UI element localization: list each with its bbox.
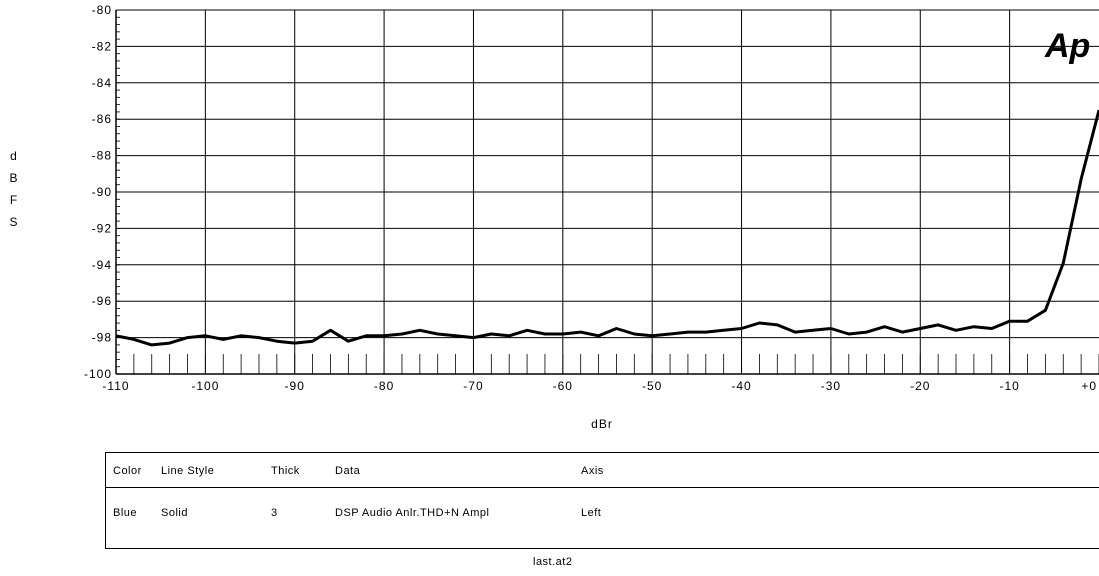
legend-entry-thick: 3 — [271, 507, 278, 519]
legend-separator — [106, 487, 1099, 488]
y-tick-label: -88 — [92, 149, 112, 163]
y-tick-label: -80 — [92, 3, 112, 17]
y-tick-label: -82 — [92, 39, 112, 53]
legend-header-data: Data — [335, 465, 360, 477]
legend-header-row: Color Line Style Thick Data Axis — [106, 461, 1099, 481]
y-axis-title-letter: d — [10, 149, 18, 163]
y-axis-title-letter: F — [10, 193, 18, 207]
x-tick-label: -50 — [642, 379, 662, 393]
y-tick-label: -84 — [92, 76, 112, 90]
series-line-0 — [116, 110, 1099, 345]
x-tick-label: -30 — [821, 379, 841, 393]
legend-header-color: Color — [113, 465, 142, 477]
grid-lines — [116, 10, 1099, 374]
legend-header-thick: Thick — [271, 465, 300, 477]
x-axis-ticks: -110 -100 -90 -80 -70 -60 -50 -40 -30 -20 -10 +0 — [102, 379, 1097, 393]
legend-header-axis: Axis — [581, 465, 604, 477]
legend-entry-line-style: Solid — [161, 507, 188, 519]
x-tick-label: -90 — [285, 379, 305, 393]
series-lines — [116, 110, 1099, 345]
y-tick-label: -92 — [92, 221, 112, 235]
legend-entry-axis: Left — [581, 507, 601, 519]
legend-table: Color Line Style Thick Data Axis Blue So… — [105, 452, 1099, 549]
legend-entry-color: Blue — [113, 507, 137, 519]
y-tick-label: -90 — [92, 185, 112, 199]
x-axis-title: dBr — [591, 417, 613, 431]
legend-header-line-style: Line Style — [161, 465, 214, 477]
legend-entry-data: DSP Audio Anlr.THD+N Ampl — [335, 507, 489, 519]
x-tick-label: -40 — [731, 379, 751, 393]
x-tick-label: -110 — [102, 379, 129, 393]
y-tick-label: -96 — [92, 294, 112, 308]
x-tick-label: -100 — [191, 379, 219, 393]
y-tick-label: -94 — [92, 258, 112, 272]
thd-n-chart: -80-82-84-86-88-90-92-94-96-98-100 -110-… — [0, 0, 1099, 450]
x-tick-label: -10 — [999, 379, 1019, 393]
y-axis-title-letter: B — [9, 171, 18, 185]
x-tick-label: -80 — [374, 379, 394, 393]
x-tick-label: -60 — [553, 379, 573, 393]
x-tick-label: -70 — [463, 379, 483, 393]
y-tick-label: -86 — [92, 112, 112, 126]
y-axis-ticks: -80-82-84-86-88-90-92-94-96-98-100 — [84, 3, 112, 381]
x-tick-label: -20 — [910, 379, 930, 393]
ap-logo: Ap — [1044, 27, 1090, 65]
legend-entry-row: Blue Solid 3 DSP Audio Anlr.THD+N Ampl L… — [106, 503, 1099, 523]
y-axis-title-letter: S — [9, 215, 18, 229]
filename-label: last.at2 — [533, 556, 572, 568]
y-tick-label: -98 — [92, 331, 112, 345]
x-tick-label: +0 — [1081, 379, 1097, 393]
